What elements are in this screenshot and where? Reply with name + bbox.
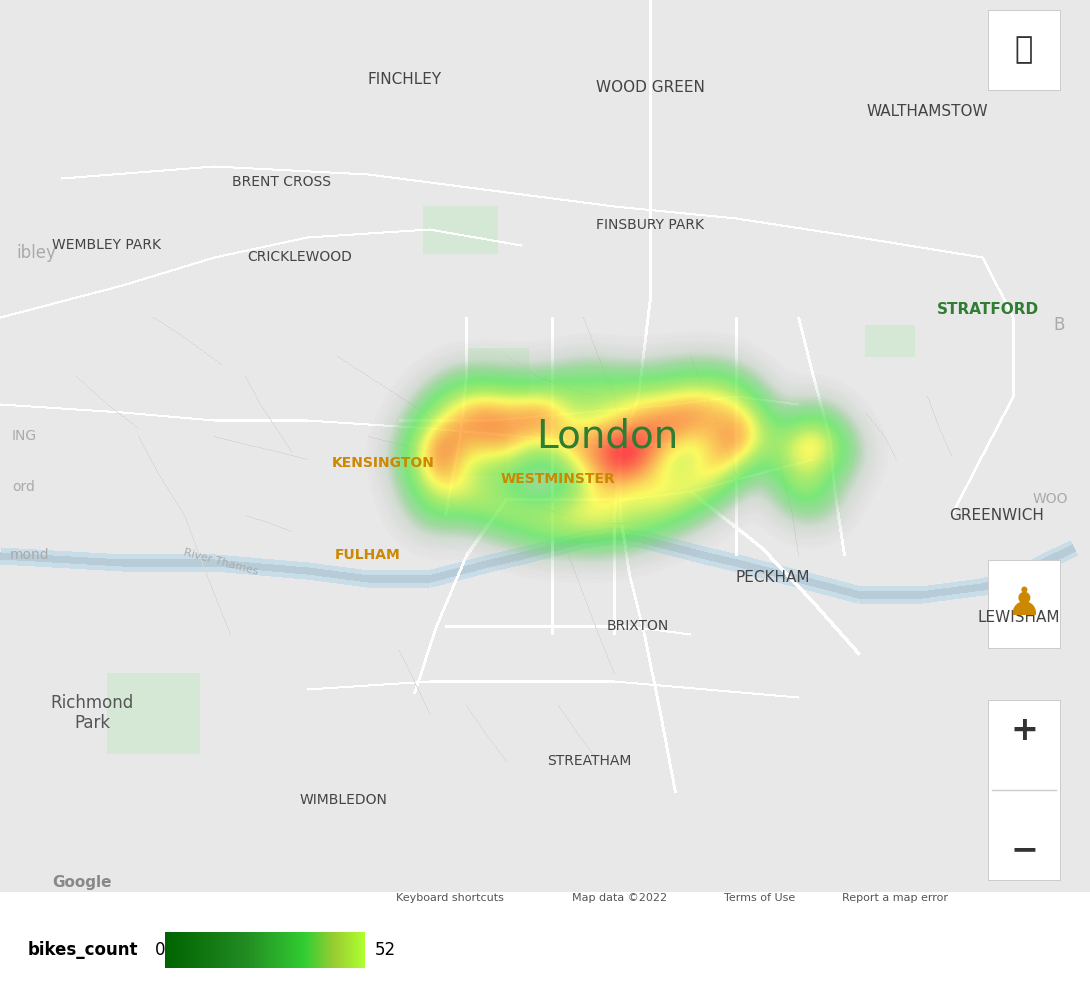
Text: 52: 52: [375, 941, 396, 959]
Text: KENSINGTON: KENSINGTON: [331, 456, 435, 470]
Text: WEMBLEY PARK: WEMBLEY PARK: [52, 238, 161, 252]
Text: ord: ord: [13, 480, 36, 494]
Text: B: B: [1053, 316, 1065, 334]
Text: ING: ING: [11, 429, 37, 443]
Text: WALTHAMSTOW: WALTHAMSTOW: [867, 103, 988, 119]
Text: FINSBURY PARK: FINSBURY PARK: [596, 218, 704, 232]
Text: ibley: ibley: [16, 244, 56, 262]
Text: STREATHAM: STREATHAM: [547, 754, 631, 768]
Text: River Thames: River Thames: [183, 547, 259, 576]
Text: mond: mond: [10, 548, 50, 562]
Text: WOOD GREEN: WOOD GREEN: [595, 80, 704, 94]
Text: LEWISHAM: LEWISHAM: [978, 611, 1061, 626]
Text: ⛶: ⛶: [1015, 35, 1033, 65]
Text: Map data ©2022: Map data ©2022: [572, 893, 667, 903]
Text: London: London: [536, 417, 678, 455]
Text: 0: 0: [155, 941, 166, 959]
Text: Google: Google: [52, 875, 112, 890]
Text: Terms of Use: Terms of Use: [725, 893, 796, 903]
Text: WESTMINSTER: WESTMINSTER: [500, 472, 616, 486]
Text: BRIXTON: BRIXTON: [607, 619, 669, 633]
Text: PECKHAM: PECKHAM: [736, 571, 810, 585]
Text: Keyboard shortcuts: Keyboard shortcuts: [396, 893, 504, 903]
Text: bikes_count: bikes_count: [28, 941, 138, 959]
Text: GREENWICH: GREENWICH: [949, 508, 1044, 522]
Text: WIMBLEDON: WIMBLEDON: [299, 793, 387, 807]
Text: FINCHLEY: FINCHLEY: [368, 72, 443, 86]
Text: BRENT CROSS: BRENT CROSS: [232, 175, 331, 189]
Text: CRICKLEWOOD: CRICKLEWOOD: [247, 250, 352, 264]
Text: +: +: [1010, 714, 1038, 746]
Text: ♟: ♟: [1006, 585, 1041, 623]
Text: WOO: WOO: [1032, 492, 1068, 506]
Text: FULHAM: FULHAM: [335, 548, 401, 562]
Text: STRATFORD: STRATFORD: [937, 301, 1039, 316]
Text: −: −: [1010, 834, 1038, 866]
Text: Richmond
Park: Richmond Park: [50, 693, 134, 733]
Text: Report a map error: Report a map error: [841, 893, 948, 903]
